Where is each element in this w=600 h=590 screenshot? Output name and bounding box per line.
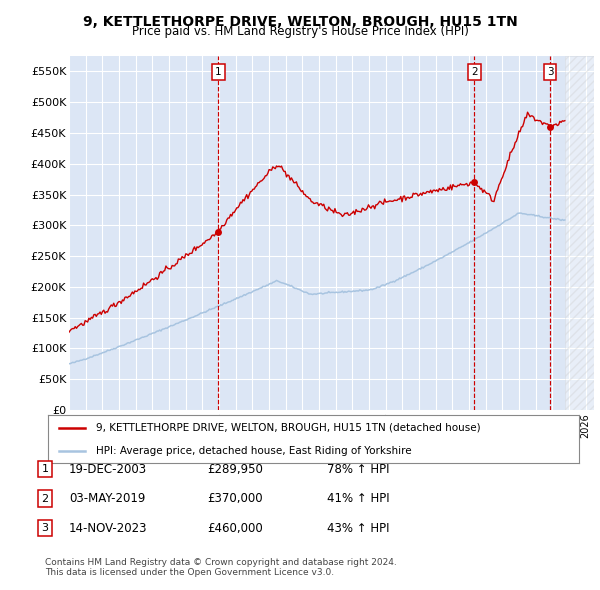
Text: 9, KETTLETHORPE DRIVE, WELTON, BROUGH, HU15 1TN: 9, KETTLETHORPE DRIVE, WELTON, BROUGH, H…: [83, 15, 517, 29]
Text: 1: 1: [41, 464, 49, 474]
Text: 9, KETTLETHORPE DRIVE, WELTON, BROUGH, HU15 1TN (detached house): 9, KETTLETHORPE DRIVE, WELTON, BROUGH, H…: [96, 423, 481, 433]
Text: 14-NOV-2023: 14-NOV-2023: [69, 522, 148, 535]
Bar: [565, 56, 594, 410]
Text: 3: 3: [547, 67, 553, 77]
Text: 3: 3: [41, 523, 49, 533]
Text: £370,000: £370,000: [207, 492, 263, 505]
Text: 43% ↑ HPI: 43% ↑ HPI: [327, 522, 389, 535]
Text: 41% ↑ HPI: 41% ↑ HPI: [327, 492, 389, 505]
Text: 03-MAY-2019: 03-MAY-2019: [69, 492, 145, 505]
Text: £289,950: £289,950: [207, 463, 263, 476]
Text: Price paid vs. HM Land Registry's House Price Index (HPI): Price paid vs. HM Land Registry's House …: [131, 25, 469, 38]
Text: 78% ↑ HPI: 78% ↑ HPI: [327, 463, 389, 476]
Text: 2: 2: [471, 67, 478, 77]
Text: 2: 2: [41, 494, 49, 503]
Text: 1: 1: [215, 67, 222, 77]
Text: £460,000: £460,000: [207, 522, 263, 535]
Text: HPI: Average price, detached house, East Riding of Yorkshire: HPI: Average price, detached house, East…: [96, 446, 412, 456]
Text: 19-DEC-2003: 19-DEC-2003: [69, 463, 147, 476]
Text: Contains HM Land Registry data © Crown copyright and database right 2024.
This d: Contains HM Land Registry data © Crown c…: [45, 558, 397, 577]
